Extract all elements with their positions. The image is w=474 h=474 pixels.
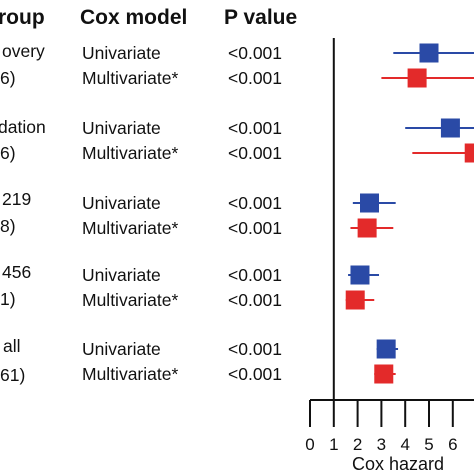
x-tick-label: 2 [353,435,362,454]
hazard-ratio-marker [376,339,396,359]
model-label: Univariate [82,265,161,285]
model-label: Multivariate* [82,364,178,384]
hazard-ratio-marker [440,118,460,138]
group-5-line1: all [3,336,21,356]
model-label: Univariate [82,118,161,138]
table-cells: Univariate <0.001 Multivariate* <0.001 Univa… [82,43,282,384]
p-value-label: <0.001 [228,143,282,163]
x-tick-label: 4 [400,435,409,454]
group-3-line2: 8) [0,216,16,236]
group-5-line2: 61) [0,365,25,385]
group-labels: overy 6) dation 6) 219 8) 456 1) all 61) [0,41,46,385]
group-2-line2: 6) [0,143,16,163]
hazard-ratio-marker [357,218,377,238]
hazard-ratio-marker [360,193,379,213]
group-4-line1: 456 [2,262,31,282]
model-label: Multivariate* [82,68,178,88]
header-p-value: P value [224,6,297,29]
p-value-label: <0.001 [228,193,282,213]
hazard-ratio-marker [345,290,365,310]
model-label: Multivariate* [82,290,178,310]
x-tick-label: 0 [305,435,314,454]
x-tick-label: 1 [329,435,338,454]
p-value-label: <0.001 [228,68,282,88]
hazard-ratio-marker [374,364,394,384]
group-4-line2: 1) [0,289,16,309]
x-tick-label: 6 [448,435,457,454]
model-label: Univariate [82,339,161,359]
group-1-line2: 6) [0,68,16,88]
x-tick-label: 3 [377,435,386,454]
group-1-line1: overy [2,41,45,61]
model-label: Multivariate* [82,218,178,238]
model-label: Multivariate* [82,143,178,163]
p-value-label: <0.001 [228,118,282,138]
header-group: roup [0,6,45,29]
model-label: Univariate [82,193,161,213]
x-tick-label: 5 [424,435,433,454]
plot-area [332,38,474,400]
header-cox-model: Cox model [80,6,187,29]
x-axis-label: Cox hazard [352,454,444,474]
p-value-label: <0.001 [228,364,282,384]
p-value-label: <0.001 [228,290,282,310]
hazard-ratio-marker [419,43,439,63]
p-value-label: <0.001 [228,43,282,63]
p-value-label: <0.001 [228,339,282,359]
model-label: Univariate [82,43,161,63]
group-2-line1: dation [0,117,46,137]
group-3-line1: 219 [2,189,31,209]
hazard-ratio-marker [350,265,370,285]
p-value-label: <0.001 [228,218,282,238]
p-value-label: <0.001 [228,265,282,285]
hazard-ratio-marker [464,143,474,163]
hazard-ratio-marker [407,68,427,88]
